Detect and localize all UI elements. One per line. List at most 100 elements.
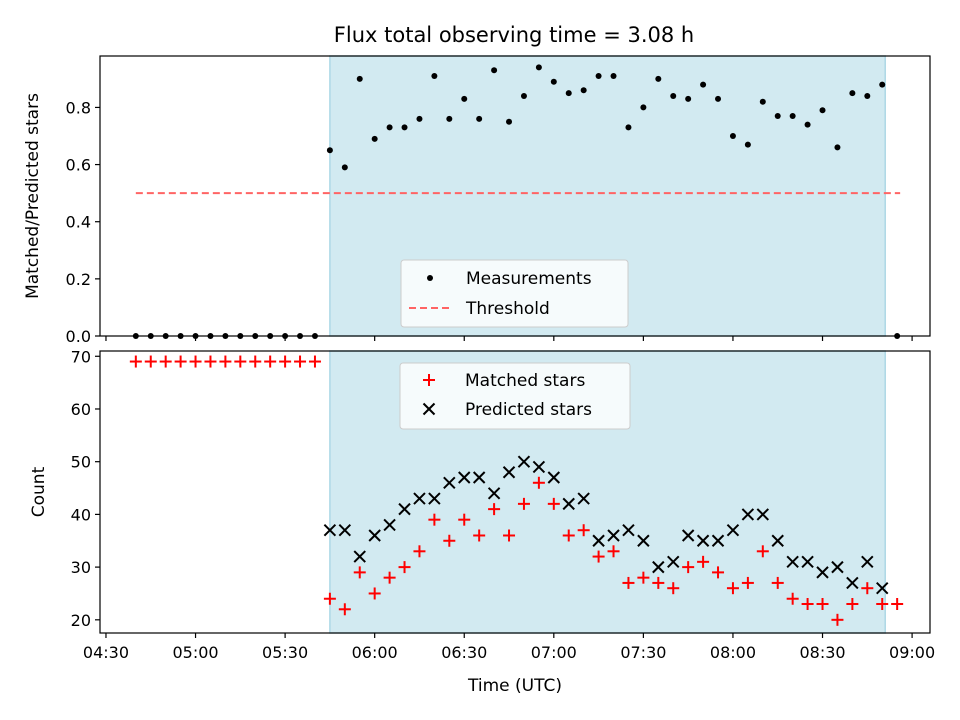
predicted-star-point: [801, 555, 814, 569]
predicted-star-point: [696, 534, 710, 547]
x-b: [846, 576, 859, 590]
x-tick-label: 07:00: [531, 643, 577, 662]
matched-star-point: [144, 355, 157, 368]
measurement-point: [655, 75, 662, 82]
x-tick-label: 09:00: [889, 643, 935, 662]
x-b: [741, 508, 755, 521]
x-b: [443, 476, 456, 489]
x-tick-label: 07:30: [620, 643, 666, 662]
x-b: [681, 529, 695, 542]
matched-star-point: [353, 566, 366, 579]
bottom-y-axis-label: Count: [29, 466, 49, 517]
predicted-star-point: [592, 534, 605, 547]
top-legend-box: [400, 259, 629, 328]
matched-star-point: [741, 576, 754, 589]
measurement-point: [819, 107, 826, 114]
x-axis-label: Time (UTC): [467, 676, 562, 696]
predicted-star-point: [786, 555, 799, 569]
matched-star-point: [294, 355, 307, 368]
matched-star-point: [129, 355, 142, 368]
y-tick-label: 0.8: [66, 98, 91, 117]
measurement-point: [610, 73, 617, 79]
matched-star-point: [786, 592, 799, 605]
x-tick-label: 08:30: [799, 643, 845, 662]
measurement-point: [371, 135, 378, 142]
measurement-point: [520, 93, 527, 99]
predicted-star-point: [368, 529, 381, 542]
measurement-point: [804, 121, 811, 128]
top-panel: 0.00.20.40.60.8 Matched/Predicted stars …: [23, 55, 931, 346]
matched-star-point: [652, 576, 665, 589]
matched-star-point: [607, 545, 620, 558]
top-x-ticks: [105, 336, 913, 341]
x-b: [458, 471, 471, 484]
matched-star-point: [562, 529, 575, 542]
x-b: [861, 555, 874, 569]
x-b: [711, 534, 725, 547]
y-tick-label: 40: [71, 505, 91, 524]
x-b: [517, 455, 531, 468]
measurement-point: [774, 113, 781, 119]
matched-star-point: [801, 598, 814, 611]
matched-star-point: [308, 355, 321, 368]
matched-star-point: [891, 598, 904, 611]
top-axes-frame: [99, 55, 931, 337]
predicted-star-point: [353, 550, 366, 563]
x-b: [652, 560, 665, 574]
x-b: [368, 529, 381, 542]
measurement-point: [476, 115, 483, 122]
matched-star-point: [517, 497, 530, 510]
predicted-star-point: [458, 471, 471, 484]
matched-star-point: [159, 355, 172, 368]
x-b: [831, 560, 844, 574]
x-b: [487, 487, 501, 500]
predicted-star-point: [756, 508, 770, 521]
measurement-point: [849, 90, 856, 97]
x-b: [428, 492, 441, 505]
predicted-star-point: [398, 502, 411, 516]
top-y-axis-label: Matched/Predicted stars: [23, 93, 43, 299]
predicted-star-point: [667, 555, 680, 569]
matched-star-point: [592, 550, 605, 563]
predicted-star-point: [816, 566, 829, 579]
x-b: [876, 581, 889, 595]
predicted-star-point: [562, 497, 575, 511]
measurements-points: [132, 64, 901, 339]
x-b: [472, 471, 486, 484]
predicted-star-point: [428, 492, 441, 505]
bottom-panel: 20 30 40 50 60 70 04:30 05:00 05:30 06:00 06:30 07…: [29, 347, 935, 696]
x-tick-label: 04:30: [83, 643, 129, 662]
matched-star-point: [756, 545, 769, 558]
matched-star-point: [503, 529, 516, 542]
predicted-star-point: [637, 534, 650, 547]
y-tick-label: 0.4: [66, 213, 91, 232]
predicted-star-point: [652, 560, 665, 574]
y-tick-label: 70: [71, 347, 91, 366]
x-b: [353, 550, 366, 563]
predicted-star-point: [487, 487, 501, 500]
predicted-stars-legend-label: Predicted stars: [465, 400, 592, 420]
measurement-point: [729, 133, 736, 139]
x-b: [801, 555, 814, 569]
measurement-point: [446, 115, 453, 122]
predicted-star-point: [861, 555, 874, 569]
measurement-point: [744, 141, 751, 148]
matched-star-point: [249, 355, 262, 368]
y-tick-label: 0.0: [66, 327, 91, 346]
x-tick-label: 05:30: [262, 643, 308, 662]
matched-star-point: [816, 598, 829, 611]
x-b: [816, 566, 829, 579]
matched-star-point: [428, 513, 441, 526]
predicted-star-point: [771, 534, 784, 547]
predicted-stars-points: [323, 455, 889, 595]
matched-star-point: [174, 355, 187, 368]
measurement-point: [789, 113, 796, 119]
measurement-point: [580, 87, 587, 94]
measurement-point: [431, 73, 438, 79]
predicted-star-point: [711, 534, 725, 547]
measurement-point: [550, 78, 557, 85]
measurement-point: [386, 124, 393, 131]
predicted-star-point: [547, 471, 561, 484]
matched-star-point: [861, 582, 874, 595]
measurement-point: [416, 115, 423, 122]
